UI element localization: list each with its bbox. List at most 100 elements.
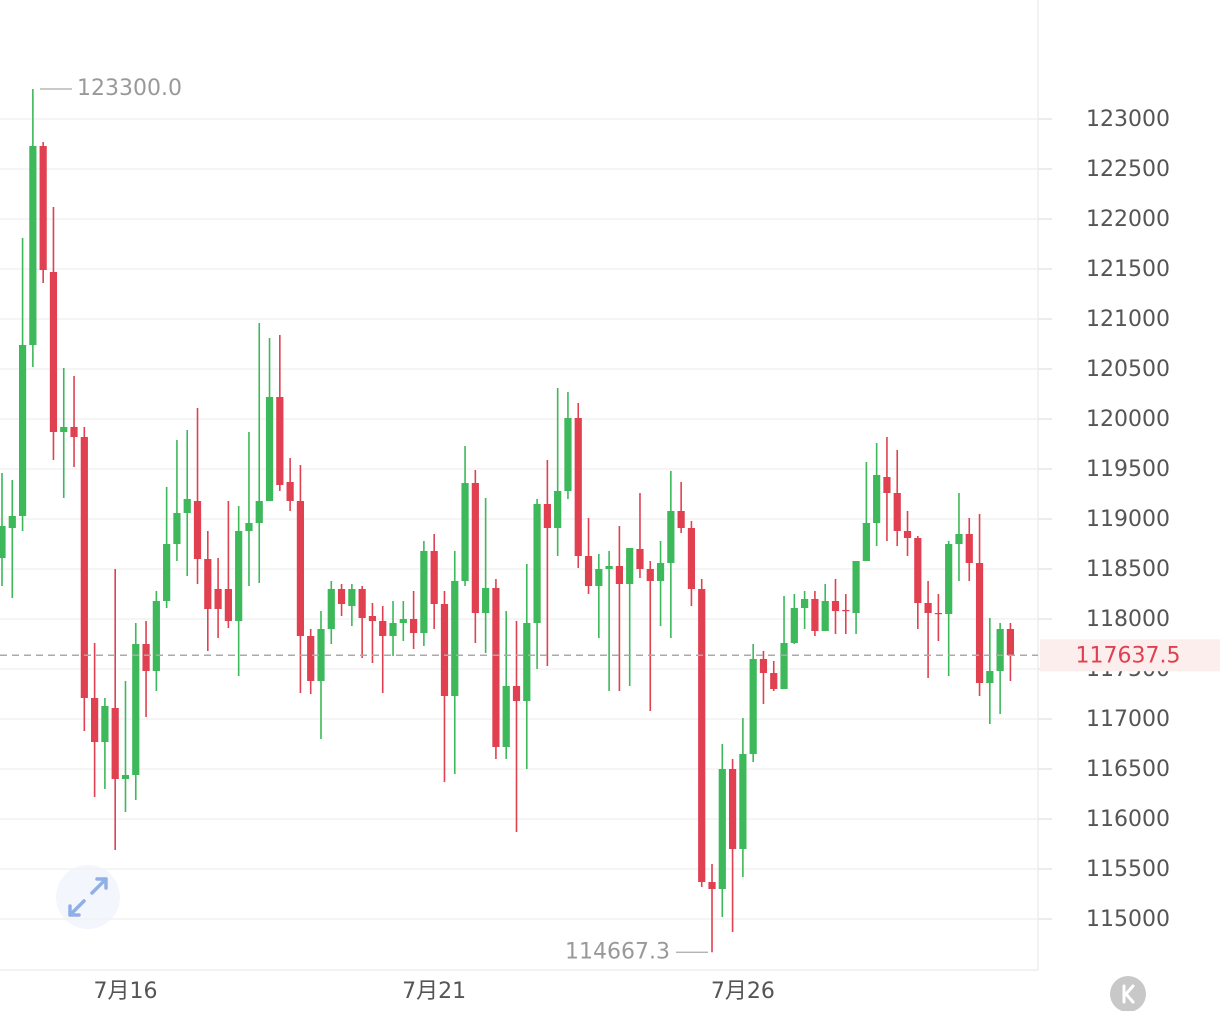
- candle-body: [163, 544, 171, 601]
- candle-body: [1006, 629, 1015, 656]
- candle-body: [533, 504, 541, 623]
- candle-body: [358, 589, 366, 618]
- y-tick-label: 122500: [1086, 157, 1170, 182]
- y-tick-label: 116500: [1086, 757, 1170, 782]
- candle-body: [420, 551, 428, 633]
- candle-body: [0, 526, 6, 558]
- y-tick-label: 119000: [1086, 507, 1170, 532]
- candle-body: [677, 511, 685, 528]
- candle-body: [770, 673, 778, 689]
- candle-body: [379, 621, 387, 636]
- candle-body: [132, 644, 140, 775]
- candle-body: [8, 516, 16, 528]
- candle-body: [235, 531, 243, 621]
- candle-body: [523, 623, 531, 701]
- candle-body: [410, 619, 418, 633]
- candle-body: [461, 483, 469, 581]
- low-label: 114667.3: [565, 939, 670, 964]
- y-tick-label: 121000: [1086, 307, 1170, 332]
- candle-body: [440, 604, 449, 696]
- y-tick-label: 120000: [1086, 407, 1170, 432]
- last-price-box: [1040, 639, 1220, 672]
- y-tick-label: 118000: [1086, 607, 1170, 632]
- candle-body: [708, 882, 716, 889]
- candle-body: [646, 569, 654, 581]
- candle-body: [862, 523, 870, 561]
- candle-body: [512, 686, 521, 701]
- candle-body: [564, 418, 572, 491]
- candle-body: [451, 581, 459, 696]
- candle-body: [348, 589, 356, 606]
- candle-body: [482, 588, 490, 613]
- candle-body: [965, 534, 973, 563]
- candle-body: [667, 511, 675, 563]
- candle-body: [749, 659, 757, 754]
- candle-body: [152, 601, 160, 671]
- candle-body: [29, 146, 37, 345]
- y-tick-label: 123000: [1086, 107, 1170, 132]
- candle-body: [492, 588, 500, 747]
- expand-icon: [68, 877, 108, 917]
- candle-body: [543, 504, 551, 528]
- candle-body: [626, 548, 634, 584]
- candles: [0, 89, 1015, 953]
- candle-body: [430, 551, 438, 604]
- candle-body: [945, 544, 953, 614]
- candle-body: [265, 397, 274, 501]
- candle-body: [852, 561, 860, 613]
- candle-body: [924, 603, 932, 613]
- candle-body: [790, 608, 798, 643]
- candle-body: [307, 636, 315, 681]
- candle-body: [739, 754, 747, 849]
- y-tick-label: 117000: [1086, 707, 1170, 732]
- candle-body: [39, 146, 47, 270]
- candle-body: [91, 698, 99, 742]
- candle-body: [276, 397, 284, 485]
- x-tick-label: 7月26: [711, 979, 775, 1004]
- x-tick-label: 7月16: [93, 979, 157, 1004]
- collapse-button[interactable]: [1110, 976, 1146, 1011]
- candle-body: [842, 610, 850, 612]
- candle-body: [996, 629, 1004, 671]
- candle-body: [49, 272, 58, 432]
- y-tick-label: 118500: [1086, 557, 1170, 582]
- candle-body: [296, 501, 305, 636]
- candle-body: [80, 437, 88, 698]
- candle-body: [183, 499, 191, 513]
- candle-body: [245, 523, 253, 531]
- candle-body: [873, 475, 881, 523]
- candle-body: [636, 549, 644, 569]
- candle-body: [368, 616, 377, 621]
- candle-body: [471, 483, 479, 613]
- candle-body: [656, 563, 665, 581]
- candle-body: [121, 775, 130, 779]
- candle-body: [337, 589, 346, 604]
- candle-body: [718, 769, 726, 889]
- expand-button[interactable]: [56, 865, 120, 929]
- candle-body: [70, 427, 78, 437]
- candle-body: [914, 538, 922, 603]
- candle-body: [193, 501, 202, 559]
- candle-body: [615, 566, 623, 584]
- candle-body: [554, 491, 562, 528]
- candle-body: [903, 531, 912, 538]
- candle-body: [687, 528, 696, 589]
- candle-body: [173, 513, 181, 544]
- candle-body: [975, 563, 984, 683]
- candle-body: [811, 599, 819, 631]
- candle-body: [584, 556, 593, 586]
- candle-body: [821, 601, 829, 631]
- candle-body: [893, 493, 901, 531]
- candle-body: [389, 623, 397, 636]
- y-tick-label: 120500: [1086, 357, 1170, 382]
- candle-body: [605, 566, 613, 569]
- candle-body: [286, 482, 294, 501]
- y-tick-label: 121500: [1086, 257, 1170, 282]
- candle-body: [18, 345, 27, 516]
- y-tick-label: 119500: [1086, 457, 1170, 482]
- candle-body: [60, 427, 68, 432]
- candle-body: [780, 643, 788, 689]
- y-tick-label: 115500: [1086, 857, 1170, 882]
- candle-body: [595, 569, 603, 586]
